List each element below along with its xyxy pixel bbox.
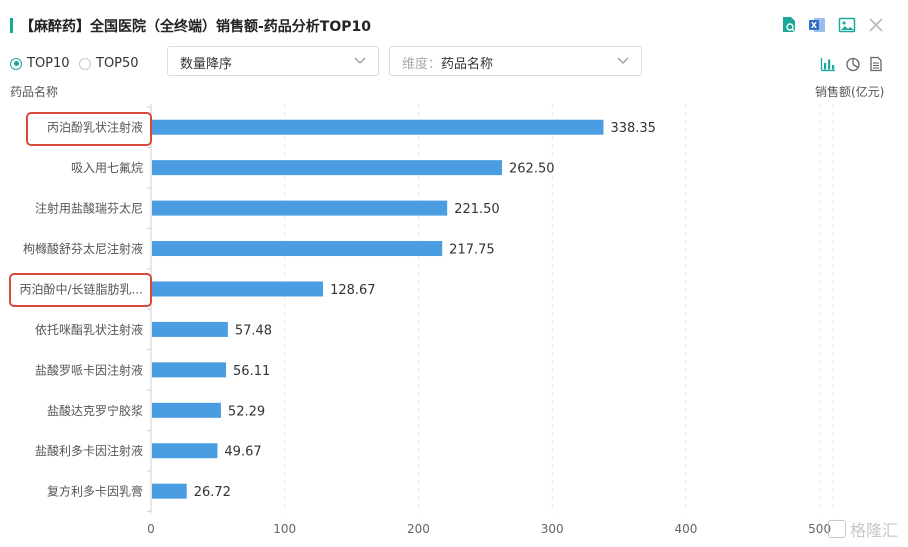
bar-value-label: 221.50 — [454, 202, 500, 217]
x-tick-label: 100 — [273, 522, 296, 536]
y-tick-label: 枸橼酸舒芬太尼注射液 — [23, 241, 143, 256]
dimension-select[interactable]: 维度：药品名称 — [389, 46, 642, 76]
sort-select-value: 数量降序 — [180, 57, 233, 72]
title-accent-bar — [10, 18, 13, 33]
bar-chart: 0 100 200 300 400 500 丙泊酚乳状注射液 338.35 吸入用七氟烷 262.… — [20, 104, 834, 536]
x-tick-label: 0 — [147, 522, 155, 536]
bar-value-label: 49.67 — [224, 445, 261, 460]
bar-value-label: 56.11 — [233, 364, 270, 379]
bar[interactable] — [152, 119, 604, 135]
bar-value-label: 262.50 — [509, 162, 555, 177]
dimension-select-prefix: 维度： — [402, 57, 442, 72]
image-export-icon[interactable] — [838, 16, 856, 34]
radio-top10-label: TOP10 — [27, 56, 70, 71]
controls-row: TOP10 TOP50 数量降序 维度：药品名称 — [0, 46, 908, 80]
radio-top10[interactable]: TOP10 — [10, 56, 70, 71]
y-tick-label: 盐酸达克罗宁胶浆 — [47, 403, 143, 418]
highlight-box-top1 — [26, 112, 152, 146]
table-icon[interactable] — [868, 56, 884, 72]
bar-value-label: 338.35 — [610, 121, 656, 136]
bar[interactable] — [152, 443, 218, 459]
bar-value-label: 57.48 — [235, 323, 272, 338]
y-tick-label: 吸入用七氟烷 — [71, 161, 143, 175]
excel-export-icon[interactable]: X — [808, 16, 826, 34]
x-tick-label: 400 — [674, 522, 697, 536]
x-tick-label: 200 — [407, 522, 430, 536]
chevron-down-icon — [354, 57, 366, 64]
bar[interactable] — [152, 160, 503, 176]
bar[interactable] — [152, 241, 443, 257]
y-tick-label: 依托咪酯乳状注射液 — [35, 322, 143, 337]
watermark: 格隆汇 — [827, 517, 898, 541]
watermark-text: 格隆汇 — [849, 521, 898, 540]
bar[interactable] — [152, 200, 448, 216]
sort-select[interactable]: 数量降序 — [167, 46, 379, 76]
y-tick-label: 丙泊酚中/长链脂肪乳... — [20, 281, 144, 296]
bar-chart-icon[interactable] — [820, 56, 836, 72]
y-tick-label: 复方利多卡因乳膏 — [47, 484, 143, 499]
radio-dot — [10, 57, 22, 70]
bar[interactable] — [152, 483, 187, 499]
highlight-box-top5 — [9, 273, 152, 307]
chevron-down-icon — [617, 57, 629, 64]
bar-value-label: 128.67 — [330, 283, 376, 298]
close-icon[interactable] — [867, 16, 885, 34]
x-tick-label: 300 — [541, 522, 564, 536]
radio-dot — [79, 57, 91, 70]
y-tick-label: 注射用盐酸瑞芬太尼 — [35, 201, 143, 216]
bar-value-label: 217.75 — [449, 243, 495, 258]
dimension-select-text: 维度：药品名称 — [402, 53, 493, 72]
x-tick-label: 500 — [808, 522, 831, 536]
bar[interactable] — [152, 281, 324, 297]
y-tick-label: 盐酸罗哌卡因注射液 — [35, 362, 143, 377]
bar-value-label: 52.29 — [228, 404, 265, 419]
y-tick-label: 丙泊酚乳状注射液 — [47, 120, 143, 135]
x-axis-name: 销售额(亿元) — [815, 85, 885, 99]
watermark-logo-icon — [827, 520, 846, 538]
y-axis-name: 药品名称 — [10, 85, 59, 99]
bar[interactable] — [152, 321, 228, 337]
radio-top50-label: TOP50 — [96, 56, 139, 71]
page-title: 【麻醉药】全国医院（全终端）销售额-药品分析TOP10 — [20, 19, 372, 35]
pie-chart-icon[interactable] — [845, 56, 861, 72]
y-tick-label: 盐酸利多卡因注射液 — [35, 443, 143, 458]
dimension-select-value: 药品名称 — [441, 57, 494, 72]
radio-top50[interactable]: TOP50 — [79, 56, 139, 71]
svg-text:X: X — [811, 21, 818, 30]
bar-value-label: 26.72 — [194, 485, 231, 500]
bar[interactable] — [152, 402, 221, 418]
bar[interactable] — [152, 362, 227, 378]
search-doc-icon[interactable] — [780, 16, 798, 34]
title-bar: 【麻醉药】全国医院（全终端）销售额-药品分析TOP10 X — [0, 10, 908, 40]
